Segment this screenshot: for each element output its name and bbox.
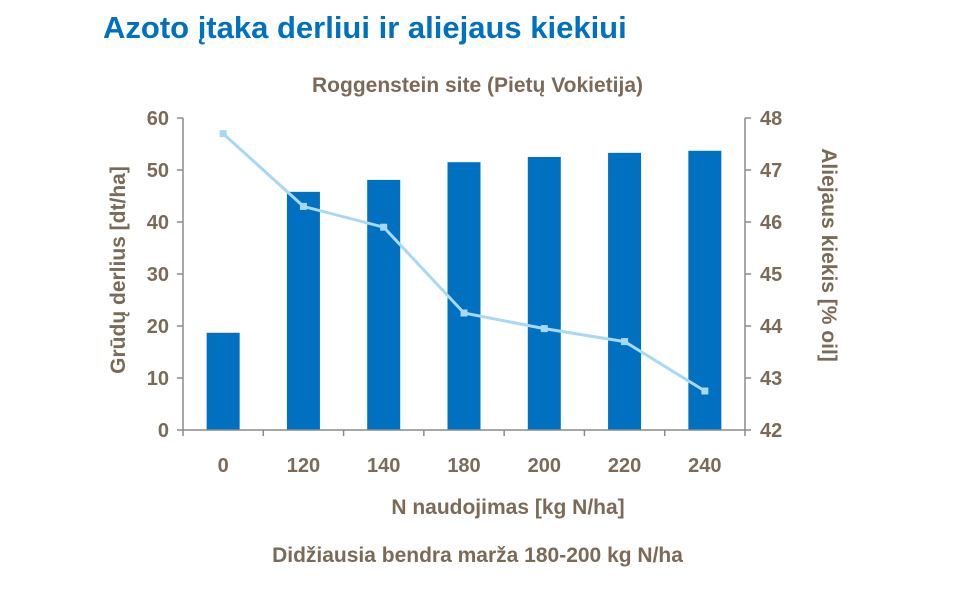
right-axis-title: Aliejaus kiekis [% oil] [817,148,840,362]
oil-point-220 [621,338,629,346]
right-tick-label: 48 [760,108,782,130]
x-tick-label: 140 [367,455,400,477]
bars-layer [206,150,722,430]
oil-line-layer [219,130,709,395]
left-tick-label: 30 [147,264,169,286]
footnote: Didžiausia bendra marža 180-200 kg N/ha [272,544,683,567]
x-tick-label: 200 [528,455,561,477]
x-tick-label: 120 [287,455,320,477]
bar-200 [527,157,561,430]
x-axis-title: N naudojimas [kg N/ha] [391,496,624,519]
oil-point-200 [540,325,548,333]
left-tick-label: 60 [147,108,169,130]
axes-layer [177,117,751,436]
bar-140 [367,179,401,430]
oil-point-140 [380,223,388,231]
bar-220 [608,152,642,430]
page-title: Azoto įtaka derliui ir aliejaus kiekiui [103,10,627,45]
right-tick-label: 44 [760,316,783,338]
bar-180 [447,162,481,430]
right-tick-label: 42 [760,420,782,442]
oil-point-180 [460,309,468,317]
left-axis-title: Grūdų derlius [dt/ha] [107,166,130,374]
x-tick-label: 0 [218,455,229,477]
tick-labels-layer: 0 10 20 30 40 50 60 42 43 44 45 46 47 48 0 120 140 180 200… [147,108,783,477]
oil-point-120 [299,202,307,210]
x-tick-label: 220 [608,455,641,477]
left-tick-label: 50 [147,160,169,182]
oil-point-240 [701,387,709,395]
bar-0 [206,332,240,430]
right-tick-label: 45 [760,264,782,286]
oil-point-0 [219,130,227,138]
x-tick-label: 240 [688,455,721,477]
left-tick-label: 40 [147,212,169,234]
x-tick-label: 180 [447,455,480,477]
left-tick-label: 0 [158,420,169,442]
right-tick-label: 43 [760,368,782,390]
bar-120 [286,191,320,430]
right-tick-label: 47 [760,160,782,182]
chart-subtitle: Roggenstein site (Pietų Vokietija) [312,74,643,97]
right-tick-label: 46 [760,212,782,234]
left-tick-label: 10 [147,368,169,390]
left-tick-label: 20 [147,316,169,338]
